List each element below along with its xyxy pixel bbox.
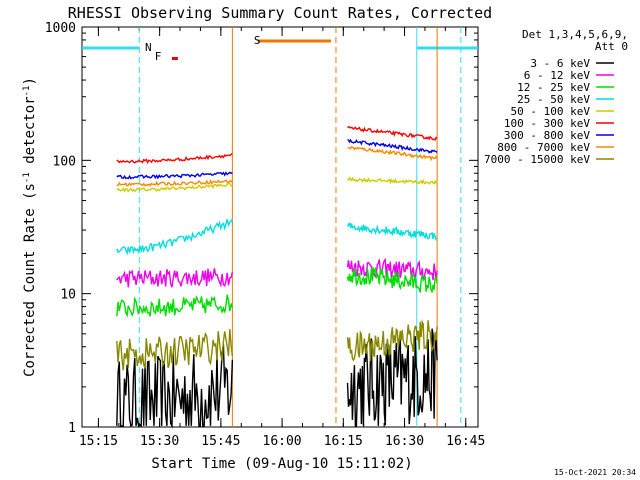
y-axis-label: Corrected Count Rate (s-1 detector-1) (22, 77, 38, 377)
plot-area: 1 10 100 1000 15:15 15:30 15:45 16:00 16:15 16:30… (45, 21, 486, 449)
x-tick-label: 16:15 (324, 434, 363, 449)
series-line-4 (116, 176, 438, 193)
legend-label: 100 - 300 keV (504, 117, 590, 130)
x-tick-label: 15:15 (79, 434, 118, 449)
flare-flag-label: F (155, 50, 162, 63)
x-tick-label: 16:30 (385, 434, 424, 449)
y-tick-label: 1000 (45, 21, 76, 36)
saa-flag-label: S (254, 34, 261, 47)
y-tick-label: 1 (68, 421, 76, 436)
x-tick-label: 16:45 (446, 434, 485, 449)
legend-label: 6 - 12 keV (524, 69, 591, 82)
legend-label: 800 - 7000 keV (497, 141, 590, 154)
legend-label: 7000 - 15000 keV (484, 153, 590, 166)
series-line-3 (116, 218, 438, 256)
y-tick-label: 100 (53, 154, 76, 169)
legend-label: 3 - 6 keV (530, 57, 590, 70)
series-line-8 (116, 319, 438, 371)
attenuator-label: Att 0 (595, 40, 628, 53)
x-tick-label: 16:00 (263, 434, 302, 449)
series-line-5 (116, 126, 438, 165)
series-line-1 (116, 257, 438, 288)
legend-label: 50 - 100 keV (511, 105, 591, 118)
night-flag-label: N (145, 41, 152, 54)
series-line-6 (116, 138, 438, 180)
legend-label: 300 - 800 keV (504, 129, 590, 142)
series-line-7 (116, 145, 438, 187)
legend-label: 12 - 25 keV (517, 81, 590, 94)
detector-label: Det 1,3,4,5,6,9, (522, 28, 628, 41)
x-tick-label: 15:45 (201, 434, 240, 449)
chart-title: RHESSI Observing Summary Count Rates, Co… (68, 4, 492, 22)
x-tick-label: 15:30 (140, 434, 179, 449)
series-line-0 (116, 328, 438, 429)
legend-label: 25 - 50 keV (517, 93, 590, 106)
timestamp: 15-Oct-2021 20:34 (554, 468, 636, 477)
x-axis-label: Start Time (09-Aug-10 15:11:02) (151, 456, 412, 472)
y-tick-label: 10 (60, 288, 76, 303)
series-line-2 (116, 265, 438, 318)
plot-frame (81, 26, 479, 428)
flare-flag-mark (171, 57, 178, 60)
